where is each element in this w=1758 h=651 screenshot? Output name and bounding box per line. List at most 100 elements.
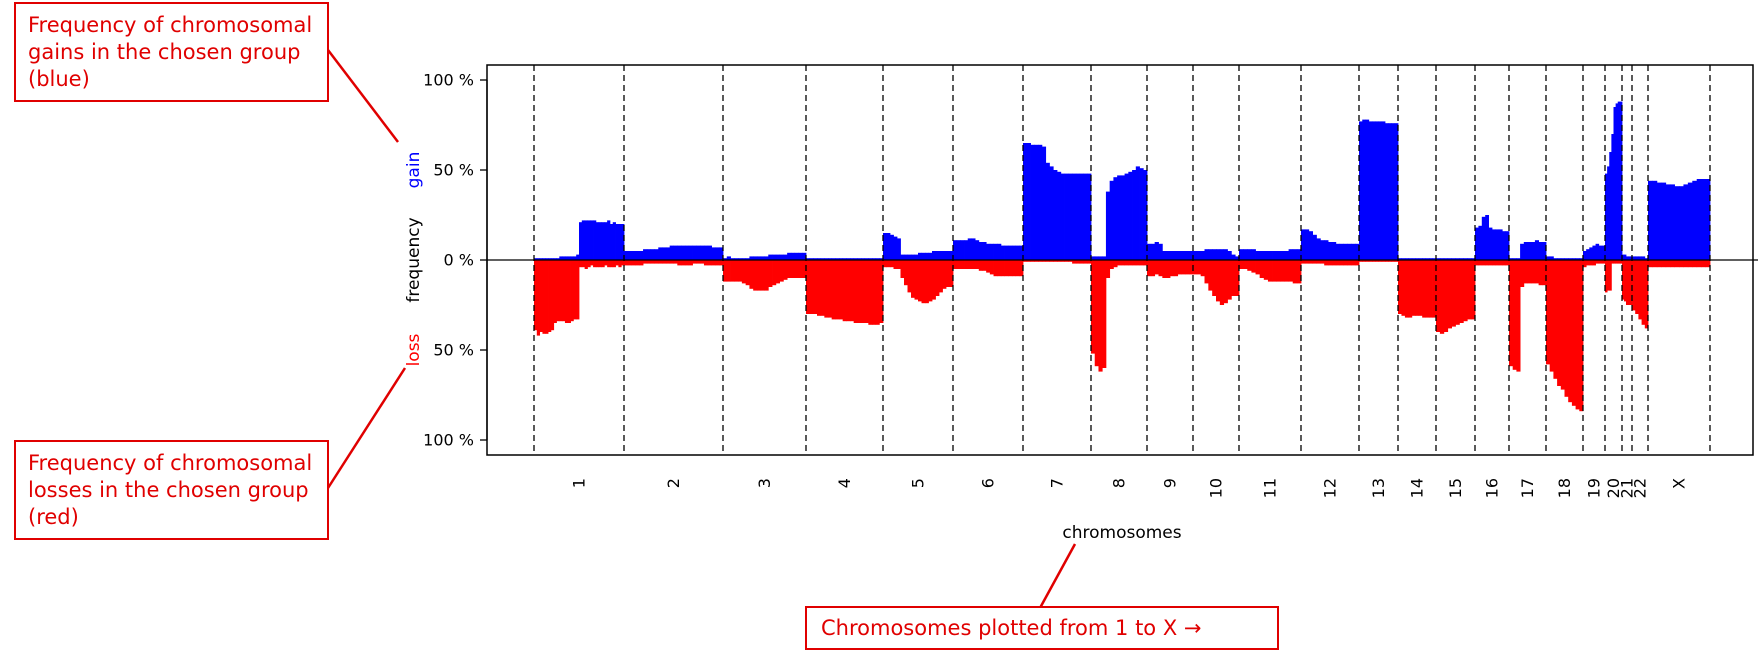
gain-bar-chr4 — [828, 258, 833, 260]
gain-bar-chr2 — [711, 247, 716, 260]
gain-bar-chr6 — [953, 240, 958, 260]
gain-bar-chr13 — [1359, 121, 1363, 261]
loss-bar-chr3 — [723, 260, 728, 282]
loss-bar-chr7 — [1023, 260, 1028, 262]
callout-connector-gains — [327, 49, 399, 143]
gain-bar-chr10 — [1223, 249, 1228, 260]
gain-bar-chr16 — [1485, 215, 1489, 260]
gain-bar-chr8 — [1132, 170, 1137, 260]
gain-bar-chr18 — [1546, 256, 1551, 260]
loss-bar-chr6 — [971, 260, 976, 269]
loss-bar-chr1 — [548, 260, 552, 332]
gain-bar-chr5 — [890, 234, 894, 260]
loss-bar-chr14 — [1404, 260, 1409, 318]
loss-bar-chr16 — [1478, 260, 1483, 266]
gain-bar-chr2 — [681, 245, 686, 260]
loss-bar-chr1 — [579, 260, 583, 268]
loss-bar-chr2 — [696, 260, 701, 264]
loss-bar-chr7 — [1030, 260, 1035, 262]
x-tick-label-chr2: 2 — [664, 478, 683, 488]
gain-bar-chr15 — [1455, 258, 1460, 260]
loss-bar-chr1 — [545, 260, 549, 334]
loss-bar-chr12 — [1339, 260, 1344, 266]
loss-bar-chr17 — [1523, 260, 1528, 284]
gain-bar-chr22 — [1641, 256, 1646, 260]
gain-bar-chr4 — [864, 258, 869, 260]
loss-bar-chr10 — [1235, 260, 1240, 296]
loss-bar-chr20 — [1605, 260, 1608, 293]
loss-bar-chr9 — [1162, 260, 1167, 278]
loss-bar-chr18 — [1549, 260, 1554, 372]
gain-bar-chr2 — [646, 249, 652, 260]
callout-connector-order — [1038, 543, 1077, 609]
gain-bar-chr19 — [1601, 245, 1606, 260]
gain-bar-chr7 — [1034, 144, 1039, 260]
gain-bar-chr9 — [1154, 242, 1159, 260]
loss-bar-chr16 — [1498, 260, 1503, 266]
gain-bar-chr5 — [914, 254, 919, 260]
loss-bar-chr2 — [654, 260, 659, 264]
gain-bar-chr17 — [1520, 243, 1525, 260]
loss-bar-chr12 — [1304, 260, 1310, 264]
loss-bar-chr7 — [1049, 260, 1054, 262]
gain-bar-chr12 — [1308, 231, 1313, 260]
gain-bar-chr11 — [1267, 251, 1273, 260]
y-axis: 100 % 50 % 0 % 50 % 100 % — [423, 71, 488, 450]
gain-bar-chr4 — [817, 258, 822, 260]
gain-bar-chr1 — [604, 222, 608, 260]
loss-bar-chr12 — [1308, 260, 1313, 264]
loss-bar-chr3 — [802, 260, 807, 278]
gain-bar-chr17 — [1538, 242, 1543, 260]
gain-bar-chr11 — [1263, 251, 1269, 260]
gain-bar-chr12 — [1304, 229, 1310, 260]
loss-bar-chr21 — [1630, 260, 1633, 305]
loss-bar-chr21 — [1622, 260, 1625, 300]
gain-bar-chr5 — [939, 251, 943, 260]
loss-bar-chr12 — [1312, 260, 1317, 264]
gain-bar-chr2 — [692, 245, 697, 260]
loss-bar-chr1 — [550, 260, 555, 331]
loss-bar-chr1 — [604, 260, 608, 266]
gain-bar-chr20 — [1617, 101, 1621, 260]
loss-bar-chr3 — [760, 260, 765, 291]
gain-bar-chr14 — [1401, 258, 1406, 260]
loss-bar-chr13 — [1362, 260, 1366, 262]
gain-bar-chr3 — [768, 254, 773, 260]
gain-bar-chr17 — [1509, 258, 1514, 260]
gain-bar-chr1 — [587, 220, 591, 260]
loss-bar-chr15 — [1443, 260, 1449, 332]
gain-bar-chr2 — [715, 247, 720, 260]
loss-bar-chr14 — [1418, 260, 1423, 316]
loss-bar-chr11 — [1288, 260, 1294, 282]
loss-bar-chrX — [1648, 260, 1653, 268]
loss-bar-chr13 — [1372, 260, 1376, 262]
loss-bar-chr6 — [986, 260, 991, 273]
gain-bar-chr3 — [730, 258, 735, 260]
gain-bar-chr2 — [650, 249, 655, 260]
gain-bar-chr14 — [1425, 258, 1430, 260]
loss-bar-chr3 — [775, 260, 780, 284]
gain-bar-chr6 — [964, 240, 969, 260]
loss-bar-chr7 — [1068, 260, 1073, 262]
gain-bar-chr2 — [662, 247, 667, 260]
gain-bar-chr3 — [745, 258, 750, 260]
loss-bar-chr6 — [953, 260, 958, 269]
loss-bar-chr13 — [1365, 260, 1370, 262]
gain-bar-chr17 — [1542, 242, 1547, 260]
loss-bar-chr16 — [1505, 260, 1510, 266]
gain-bar-chr8 — [1094, 256, 1099, 260]
x-tick-label-chr20: 20 — [1604, 478, 1623, 498]
gain-bar-chr8 — [1113, 177, 1118, 260]
gain-bar-chr21 — [1630, 256, 1633, 260]
gain-bar-chr2 — [673, 245, 678, 260]
gain-bar-chr9 — [1158, 243, 1163, 260]
loss-bar-chr10 — [1223, 260, 1228, 304]
loss-bar-chr2 — [700, 260, 705, 264]
loss-bar-chr2 — [692, 260, 697, 264]
gain-bar-chr4 — [839, 258, 844, 260]
loss-bar-chr5 — [897, 260, 901, 269]
loss-bar-chr15 — [1455, 260, 1460, 325]
gain-bar-chr6 — [1008, 245, 1013, 260]
gain-bar-chr15 — [1443, 258, 1449, 260]
